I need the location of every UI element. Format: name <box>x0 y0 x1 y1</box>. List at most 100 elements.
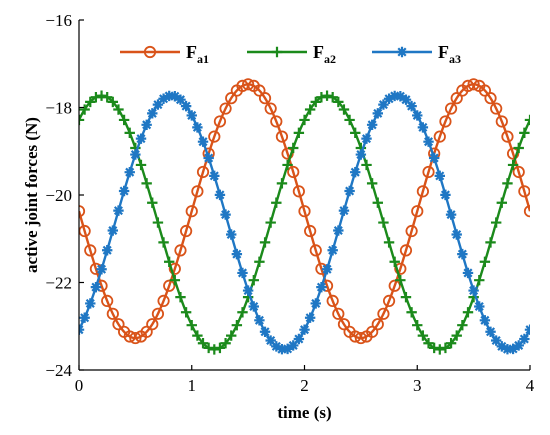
data-point <box>428 152 440 164</box>
data-point <box>231 248 243 260</box>
data-point <box>462 307 474 318</box>
data-point <box>513 340 524 351</box>
data-point <box>506 147 520 160</box>
data-point <box>209 344 220 355</box>
data-point <box>203 152 214 164</box>
data-point <box>140 325 153 338</box>
data-point <box>237 267 248 279</box>
data-point <box>361 133 372 144</box>
data-point <box>185 205 198 218</box>
data-point <box>445 338 457 349</box>
data-point <box>502 178 513 189</box>
data-point <box>107 96 119 108</box>
data-point <box>378 217 389 228</box>
data-point <box>382 294 396 308</box>
data-point <box>209 170 220 182</box>
data-point <box>422 165 435 179</box>
series-line-a3 <box>79 94 530 351</box>
data-point <box>523 205 530 218</box>
data-point <box>333 96 344 108</box>
data-point <box>479 315 491 326</box>
legend-entry-a3: Fa3 <box>372 42 461 66</box>
data-point <box>496 341 508 352</box>
data-point <box>439 115 452 128</box>
data-point <box>337 318 351 331</box>
data-point <box>299 324 310 335</box>
data-point <box>163 279 176 292</box>
data-point <box>450 92 463 105</box>
data-point <box>292 185 305 198</box>
series-line-a2 <box>79 94 530 351</box>
data-point <box>389 90 400 102</box>
data-point <box>512 165 525 179</box>
legend-label: Fa2 <box>313 42 336 66</box>
series-line-a1 <box>79 83 530 340</box>
data-point <box>338 205 350 216</box>
data-point <box>383 93 395 104</box>
data-point <box>271 341 282 352</box>
legend-marker <box>396 46 408 58</box>
data-point <box>152 217 164 228</box>
data-point <box>265 335 276 346</box>
data-point <box>191 185 204 198</box>
data-point <box>141 119 152 131</box>
data-point <box>304 104 316 115</box>
data-point <box>361 159 372 171</box>
data-point <box>316 92 327 103</box>
data-point <box>288 340 299 351</box>
data-point <box>220 209 231 220</box>
data-point <box>192 122 203 133</box>
data-point <box>501 130 514 143</box>
data-point <box>350 127 361 139</box>
data-point <box>101 294 114 308</box>
data-point <box>440 189 451 201</box>
data-point <box>84 244 97 257</box>
data-point <box>174 244 187 257</box>
data-point <box>428 342 440 354</box>
data-point <box>242 78 255 91</box>
data-point <box>196 165 210 179</box>
data-point <box>96 90 107 101</box>
data-point <box>259 326 271 337</box>
data-point <box>157 294 170 308</box>
data-point <box>288 142 299 154</box>
data-point <box>90 92 102 103</box>
data-point <box>354 331 367 345</box>
data-point <box>388 279 401 292</box>
data-point <box>310 298 321 309</box>
series-a3 <box>79 90 530 355</box>
data-point <box>113 104 124 115</box>
x-tick-label: 1 <box>188 376 197 395</box>
data-point <box>478 84 491 97</box>
x-tick-label: 4 <box>526 376 535 395</box>
data-point <box>168 262 181 275</box>
data-point <box>490 217 502 228</box>
data-point <box>490 102 503 115</box>
data-point <box>484 92 497 105</box>
data-point <box>344 185 355 197</box>
data-point <box>406 100 417 112</box>
data-point <box>259 237 271 248</box>
data-point <box>147 197 158 208</box>
data-point <box>444 102 458 115</box>
data-point <box>237 307 248 318</box>
data-point <box>219 102 232 115</box>
data-point <box>309 244 322 257</box>
data-point <box>164 256 175 267</box>
data-point <box>372 108 383 119</box>
y-tick-label: −22 <box>45 274 72 293</box>
data-point <box>264 102 277 115</box>
data-point <box>321 264 333 275</box>
data-point <box>271 197 282 208</box>
data-point <box>186 110 197 121</box>
data-point <box>395 91 406 102</box>
data-point <box>507 159 519 171</box>
y-tick-label: −24 <box>45 361 72 380</box>
data-point <box>518 185 530 198</box>
data-point <box>293 127 305 139</box>
plot-area <box>79 78 530 355</box>
data-point <box>467 78 480 91</box>
legend-marker <box>271 46 283 58</box>
legend: Fa1 Fa2 Fa3 <box>120 42 461 66</box>
